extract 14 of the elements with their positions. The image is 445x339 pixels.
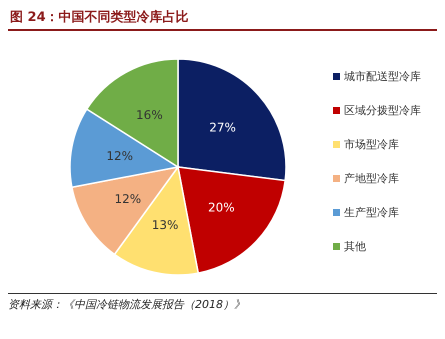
chart-title: 图 24：中国不同类型冷库占比 [8, 8, 437, 31]
legend-label: 其他 [344, 240, 366, 253]
data-label: 16% [136, 108, 163, 122]
data-label: 27% [209, 120, 236, 135]
data-label: 20% [208, 200, 235, 215]
data-label: 12% [114, 192, 142, 206]
legend-label: 生产型冷库 [344, 206, 399, 219]
data-label: 12% [106, 148, 133, 163]
data-label: 13% [152, 218, 178, 232]
legend-label: 区域分拨型冷库 [344, 104, 421, 117]
legend-label: 市场型冷库 [344, 138, 399, 151]
legend-label: 产地型冷库 [344, 172, 399, 185]
legend-label: 城市配送型冷库 [344, 70, 421, 83]
text: 资料来源：《中国冷链物流发展报告（2018）》 [8, 297, 246, 312]
